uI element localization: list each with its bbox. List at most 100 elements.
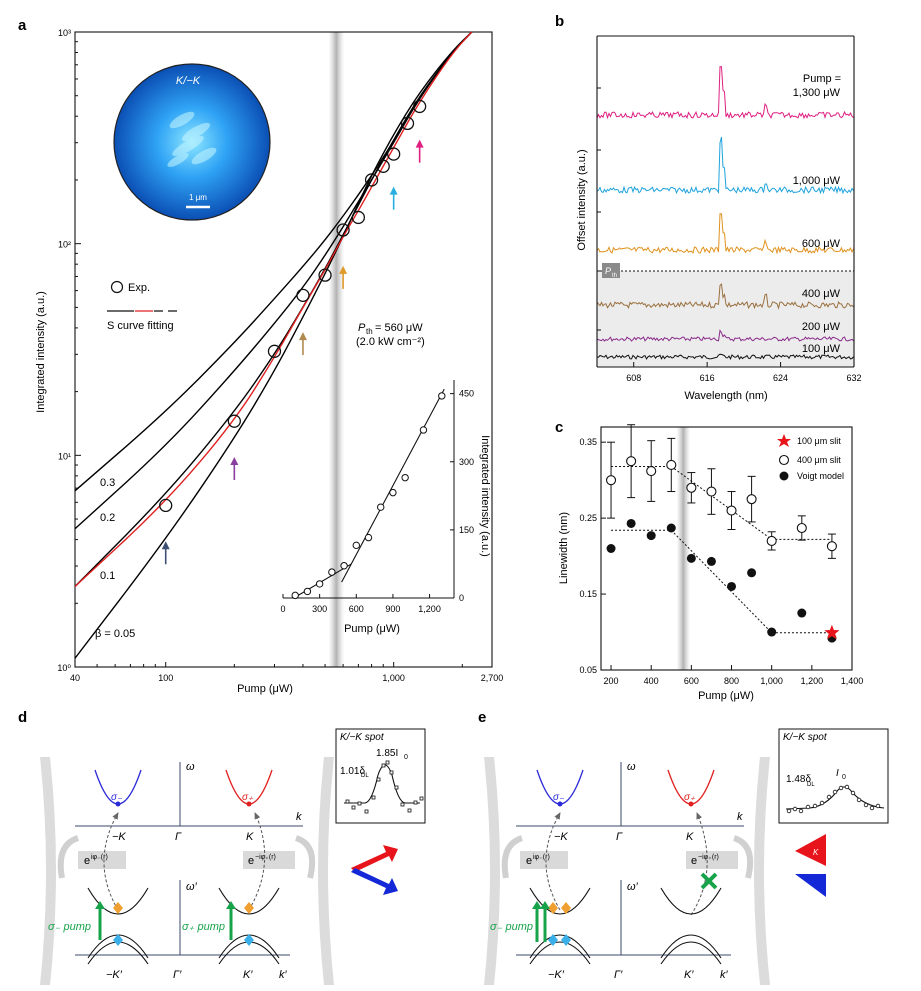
pump-arrowhead-a — [230, 457, 239, 466]
y-tick-label-a: 10⁰ — [57, 663, 71, 673]
pump-title-b: Pump = — [803, 73, 841, 85]
inset-data-point — [328, 568, 336, 576]
x-tick-label-c: 800 — [724, 676, 739, 686]
x-tick-label-b: 616 — [700, 373, 715, 383]
threshold-label: P th = 560 μW (2.0 kW cm⁻²) — [356, 322, 425, 348]
x-tick-label-b: 632 — [846, 373, 861, 383]
threshold-tag-subscript: th — [612, 273, 617, 279]
gamma-label-e: Γ — [616, 831, 623, 843]
voigt-point-c — [727, 581, 737, 591]
beta-label-005: β = 0.05 — [95, 628, 135, 640]
x-axis-label-a: Pump (μW) — [237, 683, 293, 695]
inset-x-label: Pump (μW) — [344, 623, 400, 635]
open-point-c — [746, 494, 757, 505]
spot-profile-box-e — [778, 728, 889, 824]
minus-k-label-d: −K — [112, 831, 126, 843]
spot-title-d: K/−K spot — [340, 732, 385, 743]
open-point-c — [766, 535, 777, 546]
phase-left-base-d: e — [84, 855, 90, 867]
pump-arrowhead-1-e — [532, 901, 542, 909]
plot-frame-a — [74, 31, 493, 668]
x-tick-label-c: 400 — [644, 676, 659, 686]
inset-data-point — [291, 591, 299, 600]
phase-left-base-e: e — [526, 855, 532, 867]
valence-band-left-1-e — [529, 934, 591, 959]
data-point-a — [318, 268, 332, 282]
spot-title-e: K/−K spot — [783, 732, 828, 743]
phase-left-exp-e: iφ₋(r) — [533, 854, 550, 861]
x-tick-label-a: 2,700 — [481, 673, 504, 683]
data-point-a — [336, 223, 350, 237]
spot-peak-sub-d: 0 — [404, 754, 408, 761]
y-tick-label-a: 10³ — [58, 28, 71, 38]
x-tick-label-c: 1,000 — [760, 676, 783, 686]
x-tick-label-c: 200 — [604, 676, 619, 686]
open-point-c — [826, 541, 837, 552]
panel-b: b P th 608 616 624 632 Wavelength (nm) Offs… — [555, 13, 862, 402]
scale-bar-label: 1 μm — [189, 193, 207, 202]
inset-data-point — [401, 473, 409, 482]
panel-label-c: c — [555, 419, 563, 436]
panel-c: c 200 400 600 800 1,000 1,200 1,400 0.05 0.15 0.2… — [555, 419, 863, 702]
fit-curve-red — [74, 31, 473, 588]
phase-right-exp-d: −iφ₊(r) — [255, 854, 276, 861]
threshold-density: (2.0 kW cm⁻²) — [356, 336, 425, 348]
pump-arrowhead-a — [161, 541, 170, 550]
legend-label-fit: S curve fitting — [107, 320, 174, 332]
open-point-c — [626, 456, 637, 467]
panel-label-b: b — [555, 13, 564, 30]
data-point-a — [159, 498, 173, 513]
circulation-arrow-left-d — [57, 835, 80, 879]
legend-a: Exp. S curve fitting — [107, 280, 182, 332]
conduction-band-left-e — [529, 887, 591, 915]
red-beam-label-e: K — [813, 848, 819, 857]
phase-box-right-e — [686, 851, 738, 869]
omega-prime-label-d: ω′ — [186, 881, 198, 893]
phase-left-exp-d: iφ₋(r) — [91, 854, 108, 861]
threshold-symbol: P — [358, 322, 366, 334]
inset-data-point — [340, 562, 348, 570]
minus-k-label-e: −K — [554, 831, 568, 843]
pump-arrowhead-a — [298, 332, 307, 341]
pump-label-b-4: 1,000 μW — [793, 175, 841, 187]
voigt-point-c — [606, 544, 616, 553]
legend-marker-open — [778, 454, 790, 466]
blue-beam-arrow-e — [795, 874, 826, 897]
legend-marker-filled — [779, 471, 789, 481]
pump-arrowhead-left-d — [95, 901, 105, 909]
open-point-c — [686, 482, 697, 493]
voigt-point-c — [626, 518, 636, 528]
spot-profile-points-e — [786, 784, 881, 814]
spot-width-sub-e: DL — [807, 782, 815, 788]
inset-x-tick-label: 300 — [312, 604, 327, 614]
x-tick-label-c: 1,200 — [801, 676, 824, 686]
shade-band-c — [676, 427, 691, 670]
minus-k-prime-label-e: −K′ — [548, 969, 565, 981]
voigt-point-c — [666, 523, 676, 533]
x-tick-label-c: 600 — [684, 676, 699, 686]
y-tick-label-c: 0.15 — [579, 589, 597, 599]
y-tick-label-a: 10² — [58, 240, 71, 250]
beta-label-01: 0.1 — [100, 570, 115, 582]
gamma-label-d: Γ — [175, 831, 182, 843]
inset-y-label: Integrated intensity (a.u.) — [479, 435, 491, 557]
x-tick-label-b: 624 — [773, 373, 788, 383]
pump-arrowhead-a — [339, 265, 348, 274]
pump-label-b-3: 600 μW — [802, 238, 841, 250]
exciton-electron-2-e — [561, 902, 571, 914]
omega-prime-label-e: ω′ — [627, 881, 639, 893]
legend-label-exp: Exp. — [128, 282, 150, 294]
x-tick-label-b: 608 — [626, 373, 641, 383]
phase-box-left-e — [520, 851, 568, 869]
fit-curve-0-3 — [74, 31, 473, 492]
beta-label-02: 0.2 — [100, 512, 115, 524]
inset-data-point — [419, 426, 428, 434]
k-prime-plus-label-e: K′ — [684, 969, 694, 981]
inset-linear-plot: 0 300 600 900 1,200 0 150 300 450 Pump (μW) Inte… — [280, 380, 491, 635]
data-point-a — [376, 159, 390, 173]
data-point-a — [267, 344, 282, 358]
legend-label-400slit: 400 μm slit — [797, 455, 841, 465]
spectrum-trace-0 — [596, 353, 854, 361]
phase-right-exp-e: −iφ₊(r) — [698, 854, 719, 861]
legend-c: 100 μm slit 400 μm slit Voigt model — [777, 434, 844, 481]
